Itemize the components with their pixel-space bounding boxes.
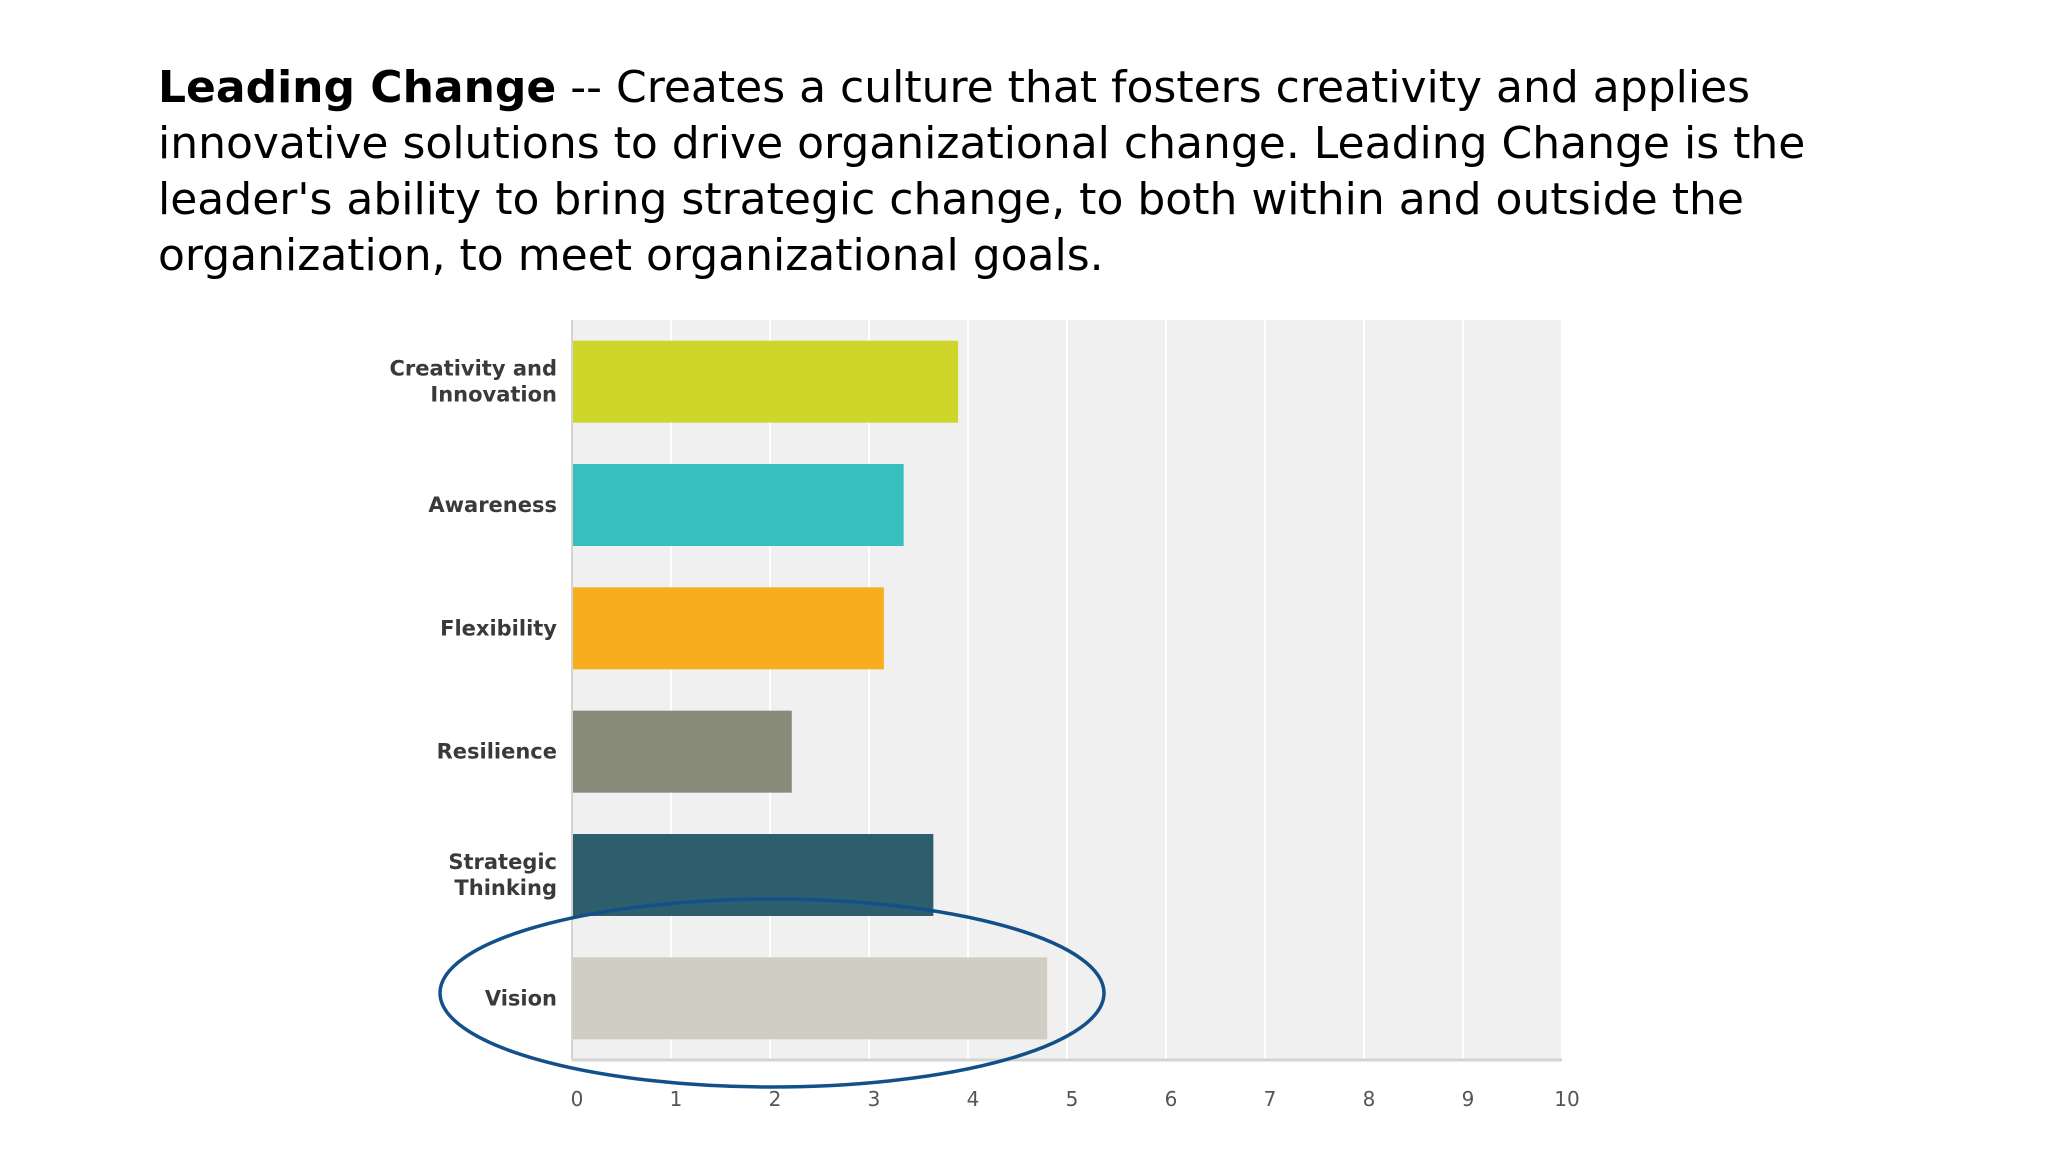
bar: [572, 957, 1048, 1040]
x-tick-label: 0: [571, 1087, 584, 1111]
category-label: Awareness: [428, 493, 557, 517]
x-tick-label: 5: [1066, 1087, 1079, 1111]
category-labels: Creativity and Innovation Awareness Flexibi…: [390, 357, 558, 1011]
grid-lines: [670, 320, 1563, 1060]
category-label: Resilience: [437, 740, 557, 764]
heading-bold: Leading Change: [158, 62, 557, 113]
x-tick-label: 7: [1264, 1087, 1277, 1111]
x-tick-label: 10: [1554, 1087, 1579, 1111]
category-label: Strategic Thinking: [448, 850, 557, 900]
bar: [572, 587, 884, 670]
bar: [572, 340, 959, 423]
x-tick-label: 1: [670, 1087, 683, 1111]
x-tick-label: 9: [1462, 1087, 1475, 1111]
bar: [572, 710, 792, 793]
x-tick-label: 6: [1165, 1087, 1178, 1111]
slide-heading: Leading Change -- Creates a culture that…: [158, 60, 1938, 284]
x-tick-label: 8: [1363, 1087, 1376, 1111]
heading-description: -- Creates a culture that fosters creati…: [158, 62, 1806, 281]
category-label: Flexibility: [440, 616, 557, 640]
x-tick-label: 2: [769, 1087, 782, 1111]
category-label: Creativity and Innovation: [390, 357, 558, 407]
category-label: Vision: [485, 986, 557, 1010]
x-tick-label: 4: [967, 1087, 980, 1111]
x-tick-labels: 0 1 2 3 4 5 6 7 8 9 10: [571, 1087, 1580, 1111]
vision-highlight-ellipse: [438, 897, 1106, 1089]
x-tick-label: 3: [868, 1087, 881, 1111]
bars: [572, 340, 1048, 1040]
bar: [572, 464, 904, 546]
